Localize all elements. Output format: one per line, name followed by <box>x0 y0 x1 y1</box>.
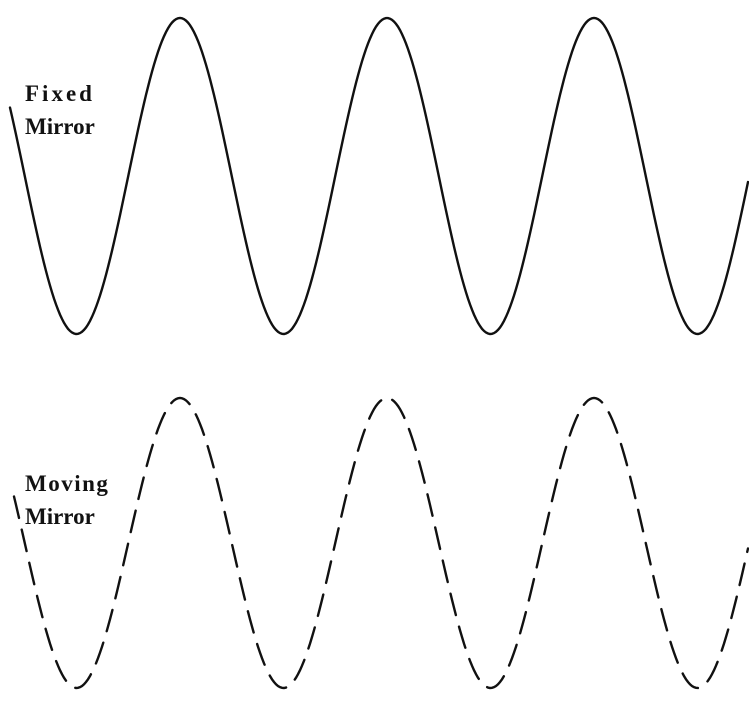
wave-label: Mirror <box>25 114 95 139</box>
wave-label: Fixed <box>25 81 95 106</box>
wave-label: Mirror <box>25 504 95 529</box>
fixed-mirror-wave <box>8 16 749 336</box>
wave-label: Moving <box>25 471 109 496</box>
moving-mirror-wave <box>12 396 749 690</box>
